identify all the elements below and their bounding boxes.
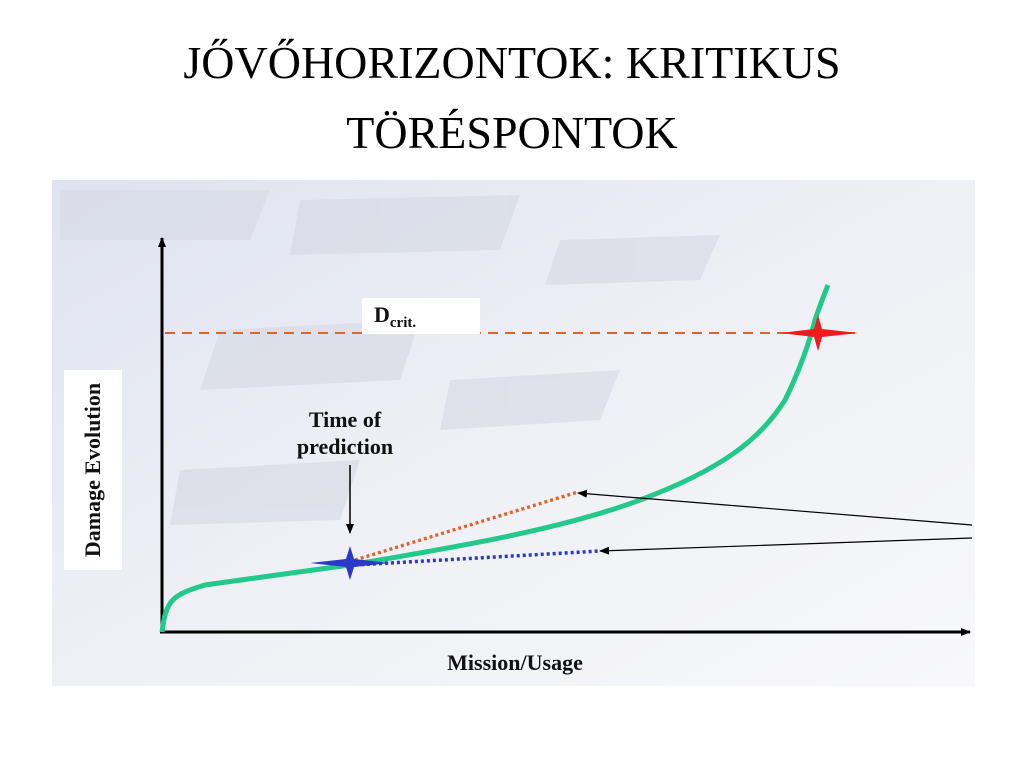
title-line: JŐVŐHORIZONTOK: KRITIKUS (183, 37, 840, 88)
prediction-star (310, 546, 390, 580)
diagram-background (52, 180, 975, 686)
prediction-lower (354, 549, 601, 567)
background-shapes (60, 190, 720, 525)
threshold-main: D (374, 302, 390, 327)
pointer-arrow (577, 489, 973, 526)
prediction-upper (354, 490, 579, 562)
prediction-label: prediction (297, 434, 393, 459)
diagram: Damage Evolution Mission/Usage Dcrit. Ti… (52, 180, 975, 686)
pointer-arrow (599, 537, 973, 555)
failure-star (780, 315, 858, 351)
threshold-label-box (362, 298, 480, 334)
y-axis-label: Damage Evolution (80, 383, 105, 557)
y-label-box (64, 370, 122, 570)
threshold-label: Dcrit. (374, 302, 416, 331)
x-axis-label: Mission/Usage (447, 650, 583, 675)
threshold-subscript: crit. (390, 315, 416, 331)
damage-curve (159, 284, 831, 633)
prediction-label: Time of (309, 407, 382, 432)
title-line: TÖRÉSPONTOK (346, 107, 677, 158)
